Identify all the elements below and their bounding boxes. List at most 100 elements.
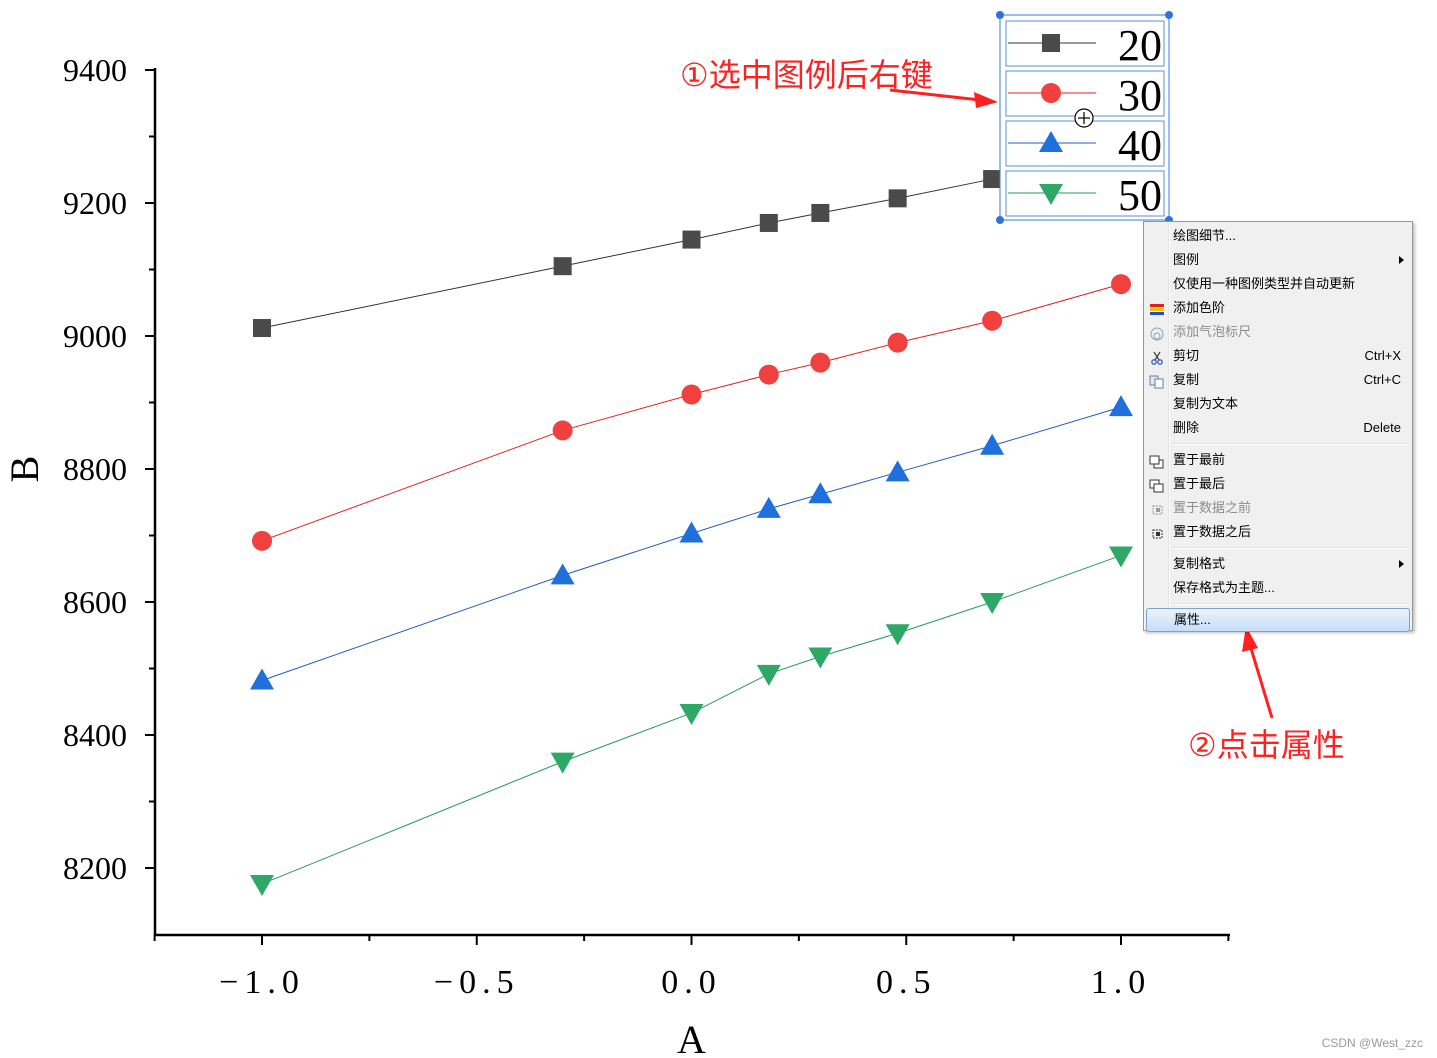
legend-label: 40 bbox=[1118, 121, 1162, 170]
menu-item-shortcut: Ctrl+X bbox=[1364, 348, 1401, 363]
annotation-step1: ①选中图例后右键 bbox=[680, 56, 933, 94]
menu-item[interactable]: 保存格式为主题... bbox=[1146, 576, 1410, 600]
menu-separator bbox=[1171, 443, 1410, 445]
menu-item-label: 图例 bbox=[1173, 252, 1200, 267]
menu-item-label: 添加色阶 bbox=[1173, 300, 1226, 315]
menu-icon-gutter bbox=[1168, 224, 1170, 628]
x-tick-label: 0.0 bbox=[661, 964, 722, 1001]
move-cursor-icon bbox=[1074, 108, 1094, 128]
series-20 bbox=[253, 170, 1002, 338]
menu-item[interactable]: 属性... bbox=[1146, 608, 1410, 632]
menu-item[interactable]: 复制格式 bbox=[1146, 552, 1410, 576]
menu-item[interactable]: 置于数据之后 bbox=[1146, 520, 1410, 544]
scissors-icon bbox=[1149, 349, 1165, 365]
data-point bbox=[1109, 546, 1133, 568]
legend-label: 50 bbox=[1118, 171, 1162, 220]
menu-item[interactable]: 剪切 Ctrl+X bbox=[1146, 344, 1410, 368]
y-tick-label: 8800 bbox=[63, 451, 127, 487]
data-point bbox=[679, 521, 704, 543]
menu-item[interactable]: 置于最后 bbox=[1146, 472, 1410, 496]
y-tick-label: 8200 bbox=[63, 850, 127, 886]
color-scale-icon bbox=[1149, 301, 1165, 315]
menu-item[interactable]: 置于最前 bbox=[1146, 448, 1410, 472]
y-tick-label: 9000 bbox=[63, 318, 127, 354]
menu-item[interactable]: 仅使用一种图例类型并自动更新 bbox=[1146, 272, 1410, 296]
data-point bbox=[885, 460, 910, 482]
menu-item[interactable]: 绘图细节... bbox=[1146, 224, 1410, 248]
data-point bbox=[759, 213, 778, 232]
menu-item[interactable]: 添加色阶 bbox=[1146, 296, 1410, 320]
y-tick-label: 8400 bbox=[63, 717, 127, 753]
menu-item-label: 复制格式 bbox=[1173, 556, 1226, 571]
arrow-step1-head bbox=[974, 92, 998, 108]
y-tick-label: 9400 bbox=[63, 52, 127, 88]
series-40 bbox=[250, 395, 1133, 690]
submenu-arrow-icon bbox=[1399, 560, 1404, 568]
x-axis-label: A bbox=[677, 1017, 706, 1058]
series-30 bbox=[252, 274, 1131, 551]
data-point bbox=[756, 496, 781, 518]
context-menu[interactable]: 绘图细节... 图例仅使用一种图例类型并自动更新 添加色阶添加气泡标尺剪切 Ctrl+… bbox=[1143, 221, 1413, 632]
send-back-icon bbox=[1149, 477, 1165, 493]
series-layer bbox=[250, 170, 1133, 896]
menu-item: 添加气泡标尺 bbox=[1146, 320, 1410, 344]
legend-entry-20: 20 bbox=[1005, 20, 1165, 70]
menu-item-label: 属性... bbox=[1174, 612, 1211, 627]
data-point bbox=[887, 332, 908, 353]
menu-item-shortcut: Ctrl+C bbox=[1363, 372, 1401, 387]
menu-item-label: 置于数据之前 bbox=[1173, 500, 1252, 515]
x-tick-label: −0.5 bbox=[434, 964, 520, 1001]
menu-item[interactable]: 复制 Ctrl+C bbox=[1146, 368, 1410, 392]
menu-item[interactable]: 图例 bbox=[1146, 248, 1410, 272]
data-point bbox=[679, 704, 704, 726]
legend-selection-handle bbox=[996, 216, 1004, 224]
arrow-step1-shaft bbox=[889, 88, 981, 102]
after-data-icon bbox=[1149, 525, 1165, 539]
legend-label: 30 bbox=[1118, 71, 1162, 120]
data-point bbox=[252, 530, 272, 551]
data-point bbox=[552, 420, 573, 441]
y-tick-label: 9200 bbox=[63, 185, 127, 221]
series-line-30 bbox=[261, 283, 1122, 542]
data-point bbox=[250, 874, 274, 896]
data-point bbox=[1111, 274, 1131, 295]
axes: 8200 8400 8600 8800 9000 9200 9400 −1.0 −0.5 0.0 0… bbox=[2, 52, 1230, 1058]
y-axis-label: B bbox=[2, 456, 47, 483]
series-50 bbox=[250, 546, 1133, 896]
legend-label: 20 bbox=[1118, 21, 1162, 70]
data-point bbox=[758, 364, 779, 385]
menu-item-label: 添加气泡标尺 bbox=[1173, 324, 1252, 339]
menu-item-label: 保存格式为主题... bbox=[1173, 580, 1275, 595]
before-data-icon bbox=[1149, 501, 1165, 515]
legend-marker bbox=[1039, 131, 1063, 152]
menu-item-label: 仅使用一种图例类型并自动更新 bbox=[1173, 276, 1356, 291]
legend-entry-box bbox=[1005, 20, 1165, 67]
data-point bbox=[808, 647, 833, 669]
data-point bbox=[808, 482, 833, 504]
data-point bbox=[253, 319, 271, 338]
legend-marker bbox=[1039, 184, 1063, 205]
bring-front-icon bbox=[1149, 453, 1165, 469]
watermark: CSDN @West_zzc bbox=[1321, 1036, 1423, 1050]
data-point bbox=[888, 189, 907, 208]
menu-item[interactable]: 删除 Delete bbox=[1146, 416, 1410, 440]
menu-item[interactable]: 复制为文本 bbox=[1146, 392, 1410, 416]
menu-item-shortcut: Delete bbox=[1363, 420, 1401, 435]
menu-separator bbox=[1171, 547, 1410, 549]
menu-item-label: 复制为文本 bbox=[1173, 396, 1239, 411]
legend-marker bbox=[1041, 83, 1061, 103]
series-line-40 bbox=[261, 406, 1122, 681]
legend-entry-50: 50 bbox=[1005, 170, 1165, 220]
menu-item: 置于数据之前 bbox=[1146, 496, 1410, 520]
data-point bbox=[885, 624, 910, 646]
legend-entry-30: 30 bbox=[1005, 70, 1165, 120]
data-point bbox=[980, 593, 1005, 614]
arrow-step2-shaft bbox=[1248, 644, 1274, 719]
annotation-arrows bbox=[889, 88, 1274, 719]
data-point bbox=[756, 664, 781, 686]
data-point bbox=[980, 433, 1005, 455]
menu-item-label: 置于数据之后 bbox=[1173, 524, 1252, 539]
data-point bbox=[810, 352, 831, 373]
